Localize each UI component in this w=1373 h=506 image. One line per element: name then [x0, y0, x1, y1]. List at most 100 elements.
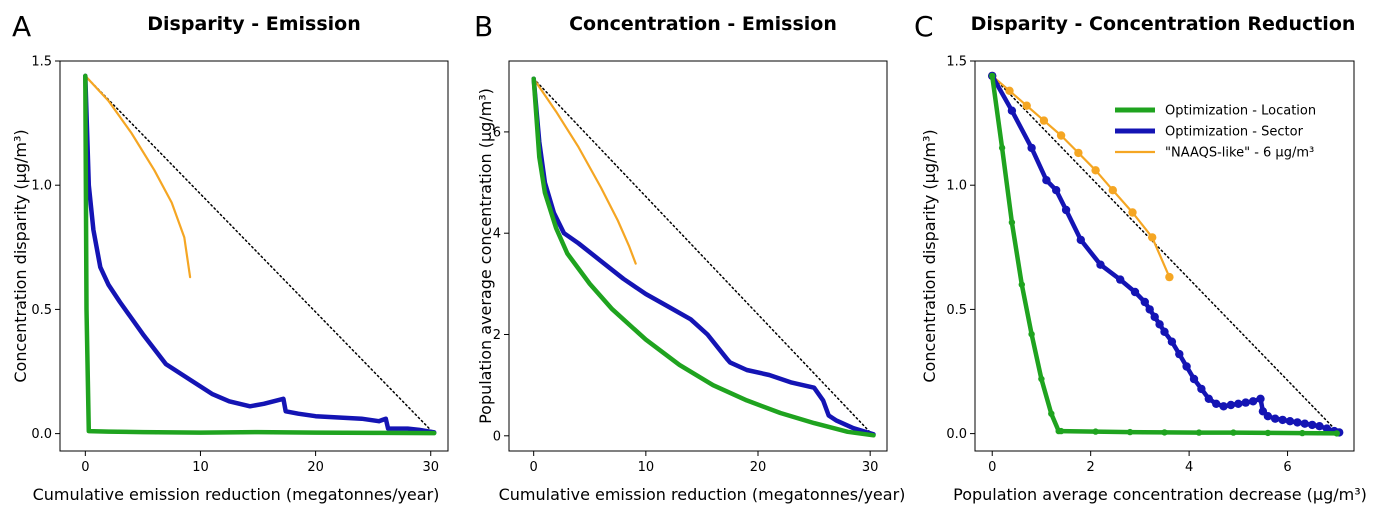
diagonal-series-line: [991, 75, 1340, 435]
x-axis-label: Population average concentration decreas…: [953, 485, 1367, 504]
diagonal-series-line: [532, 77, 875, 437]
naaqs-point: [1091, 166, 1100, 175]
location-point: [1333, 430, 1341, 437]
naaqs-series-line: [532, 77, 637, 265]
sector-point: [1167, 337, 1177, 346]
sector-point: [1189, 374, 1199, 384]
y-tick-label: 4: [493, 227, 501, 242]
sector-point: [1300, 419, 1310, 428]
location-point: [1230, 429, 1237, 436]
x-tick-label: 30: [422, 460, 439, 475]
location-point: [1126, 428, 1134, 436]
sector-point: [1263, 412, 1273, 421]
location-point: [998, 144, 1006, 152]
location-point: [989, 72, 996, 80]
y-axis-label: Concentration disparity (μg/m³): [11, 129, 30, 382]
naaqs-point: [1005, 86, 1014, 96]
x-axis-label: Cumulative emission reduction (megatonne…: [33, 485, 440, 504]
sector-point: [1226, 400, 1236, 410]
naaqs-point: [1074, 148, 1083, 158]
x-tick-label: 2: [1087, 460, 1095, 475]
sector-point: [1271, 414, 1280, 423]
location-point: [1092, 428, 1099, 435]
sector-point: [1027, 143, 1036, 153]
y-tick-label: 2: [493, 328, 501, 343]
sector-point: [1160, 327, 1169, 336]
sector-point: [1234, 399, 1243, 408]
plot-frame: [59, 60, 449, 452]
sector-point: [1096, 260, 1105, 269]
naaqs-point: [1148, 233, 1157, 242]
panel-letter: B: [474, 10, 493, 43]
naaqs-point: [1108, 186, 1118, 195]
y-tick-label: 0.0: [946, 427, 967, 442]
tick-layer: 0 10 20 30 0 2 4 6: [493, 125, 879, 475]
sector-point: [1052, 186, 1061, 195]
x-tick-label: 0: [530, 460, 538, 475]
sector-series-line: [83, 73, 437, 435]
x-tick-label: 0: [81, 460, 89, 475]
series-layer: [988, 71, 1344, 437]
x-tick-label: 10: [192, 460, 209, 475]
location-point: [1028, 331, 1035, 338]
diagonal-series-line: [84, 75, 435, 435]
sector-point: [1322, 424, 1332, 433]
naaqs-series-line: [991, 74, 1171, 279]
sector-point: [1150, 312, 1159, 322]
tick-layer: 0 10 20 30 0.0 0.5 1.0 1.5: [31, 55, 439, 476]
sector-point: [1212, 399, 1221, 408]
series-layer: [531, 76, 876, 438]
naaqs-point: [1056, 131, 1066, 140]
sector-point: [1076, 235, 1086, 245]
sector-point: [1061, 205, 1071, 215]
sector-point: [1145, 305, 1154, 314]
y-tick-label: 0.0: [31, 427, 52, 442]
sector-point: [1182, 362, 1191, 371]
panel-a: A Disparity - Emission 0 10 20 30 0.0 0.5 1.0 1…: [11, 10, 449, 504]
sector-point: [1130, 287, 1140, 297]
chart-title: Disparity - Concentration Reduction: [971, 13, 1356, 35]
location-point: [1018, 281, 1025, 288]
x-tick-label: 30: [862, 460, 879, 475]
x-tick-label: 0: [988, 460, 996, 475]
y-axis-label: Population average concentration (μg/m³): [476, 88, 495, 424]
x-tick-label: 10: [638, 460, 655, 475]
sector-point: [1278, 415, 1287, 425]
naaqs-point: [1128, 208, 1137, 217]
y-tick-label: 1.0: [31, 179, 52, 194]
legend-label-naaqs: "NAAQS-like" - 6 μg/m³: [1165, 146, 1314, 161]
location-point: [1057, 427, 1065, 435]
legend-label-location: Optimization - Location: [1165, 104, 1316, 119]
y-tick-label: 1.5: [31, 55, 52, 70]
sector-point: [1248, 397, 1258, 406]
location-series-line: [531, 76, 876, 438]
naaqs-point: [1039, 116, 1049, 125]
sector-point: [1155, 320, 1164, 329]
y-tick-label: 6: [493, 125, 501, 140]
y-tick-label: 1.5: [946, 55, 967, 70]
sector-point: [1241, 398, 1250, 407]
sector-point: [1116, 275, 1125, 284]
plot-frame: [508, 60, 888, 452]
panel-letter: C: [914, 10, 934, 43]
y-tick-label: 0.5: [31, 303, 52, 318]
sector-series-line: [531, 76, 876, 437]
location-point: [1299, 429, 1306, 437]
legend-label-sector: Optimization - Sector: [1165, 125, 1304, 140]
sector-point: [1315, 422, 1324, 431]
x-axis-label: Cumulative emission reduction (megatonne…: [499, 485, 906, 504]
x-tick-label: 6: [1283, 460, 1291, 475]
sector-point: [1256, 394, 1265, 403]
y-axis-label: Concentration disparity (μg/m³): [920, 129, 939, 382]
sector-point: [1219, 402, 1228, 411]
sector-point: [1042, 176, 1051, 185]
naaqs-point: [1022, 101, 1031, 110]
y-tick-label: 1.0: [946, 179, 967, 194]
x-tick-label: 4: [1185, 460, 1193, 475]
panel-c: C Disparity - Concentration Reduction 0 2…: [914, 10, 1367, 504]
y-tick-label: 0.5: [946, 303, 967, 318]
location-point: [1195, 429, 1203, 436]
naaqs-point: [1165, 272, 1174, 282]
sector-point: [1007, 106, 1017, 115]
